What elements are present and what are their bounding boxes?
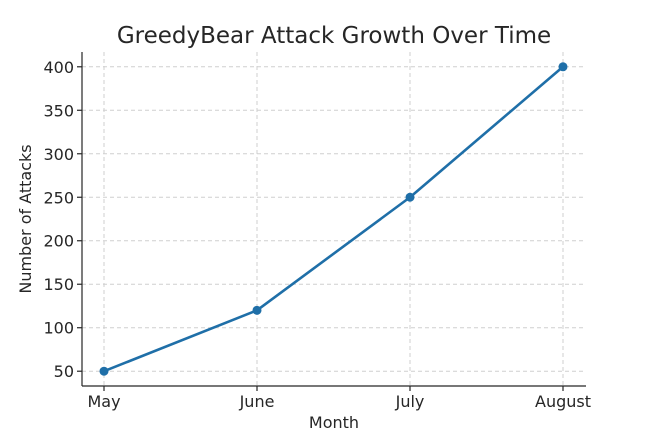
y-axis-label: Number of Attacks (16, 144, 35, 293)
y-tick-label-300: 300 (43, 145, 74, 164)
y-tick-label-100: 100 (43, 319, 74, 338)
y-tick-label-350: 350 (43, 101, 74, 120)
series-line-0 (102, 65, 565, 373)
series-layer (99, 62, 568, 376)
x-tick-label-july: July (395, 392, 425, 411)
data-point-may (99, 366, 109, 376)
x-axis-label: Month (309, 413, 359, 432)
grid-layer (82, 52, 586, 386)
y-tick-label-250: 250 (43, 188, 74, 207)
axes-layer (81, 52, 586, 387)
x-tick-label-august: August (535, 392, 591, 411)
x-tick-label-may: May (87, 392, 120, 411)
ticks-layer: 50 100 150 200 250 300 350 400 May June July August (43, 58, 591, 411)
chart-title: GreedyBear Attack Growth Over Time (117, 23, 551, 49)
y-tick-label-50: 50 (54, 362, 74, 381)
data-point-july (405, 192, 415, 202)
data-point-august (558, 62, 568, 72)
y-tick-label-400: 400 (43, 58, 74, 77)
data-point-june (252, 305, 262, 315)
x-tick-label-june: June (239, 392, 275, 411)
y-tick-label-200: 200 (43, 232, 74, 251)
y-tick-label-150: 150 (43, 275, 74, 294)
